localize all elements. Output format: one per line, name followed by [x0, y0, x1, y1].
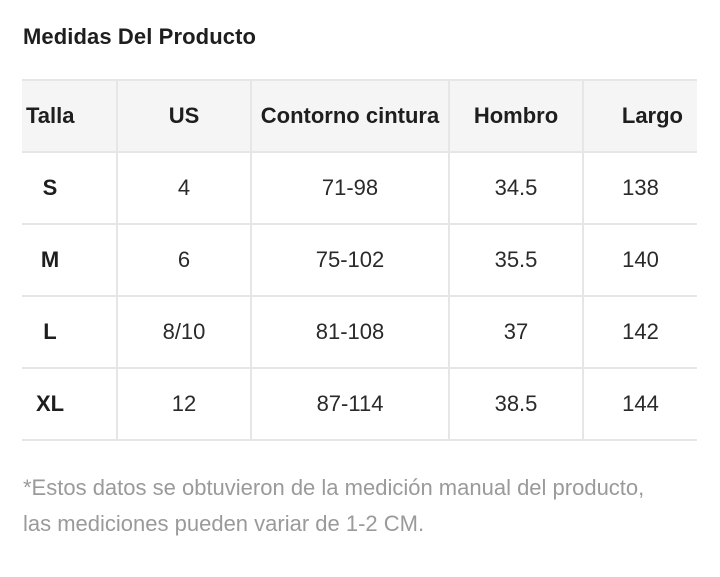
size-label: M: [40, 247, 60, 272]
cell-largo: 138: [582, 151, 697, 225]
cell-size: M: [22, 223, 118, 297]
cell-hombro: 37: [448, 295, 584, 369]
size-label: XL: [35, 391, 65, 416]
cell-contorno-cintura: 81-108: [250, 295, 450, 369]
cell-largo: 144: [582, 367, 697, 441]
cell-contorno-cintura: 71-98: [250, 151, 450, 225]
cell-contorno-cintura: 75-102: [250, 223, 450, 297]
table-header-row: Talla US Contorno cintura Hombro Largo: [22, 79, 697, 153]
cell-hombro: 35.5: [448, 223, 584, 297]
table-row: L 8/10 81-108 37 142: [22, 295, 697, 369]
cell-hombro: 34.5: [448, 151, 584, 225]
header-contorno-cintura: Contorno cintura: [250, 79, 450, 153]
cell-us: 8/10: [116, 295, 252, 369]
cell-size: XL: [22, 367, 118, 441]
header-us: US: [116, 79, 252, 153]
cell-us: 4: [116, 151, 252, 225]
measurement-note: *Estos datos se obtuvieron de la medició…: [23, 475, 645, 536]
page-title: Medidas Del Producto: [23, 24, 257, 49]
cell-size: L: [22, 295, 118, 369]
cell-largo: 140: [582, 223, 697, 297]
size-label: L: [43, 319, 57, 344]
table-row: S 4 71-98 34.5 138: [22, 151, 697, 225]
cell-us: 6: [116, 223, 252, 297]
cell-us: 12: [116, 367, 252, 441]
header-largo: Largo: [582, 79, 697, 153]
cell-largo: 142: [582, 295, 697, 369]
cell-contorno-cintura: 87-114: [250, 367, 450, 441]
cell-size: S: [22, 151, 118, 225]
header-hombro: Hombro: [448, 79, 584, 153]
cell-hombro: 38.5: [448, 367, 584, 441]
size-label: S: [42, 175, 58, 200]
table-row: M 6 75-102 35.5 140: [22, 223, 697, 297]
size-table: Talla US Contorno cintura Hombro Largo S…: [22, 79, 697, 441]
table-row: XL 12 87-114 38.5 144: [22, 367, 697, 441]
header-talla: Talla: [22, 79, 118, 153]
